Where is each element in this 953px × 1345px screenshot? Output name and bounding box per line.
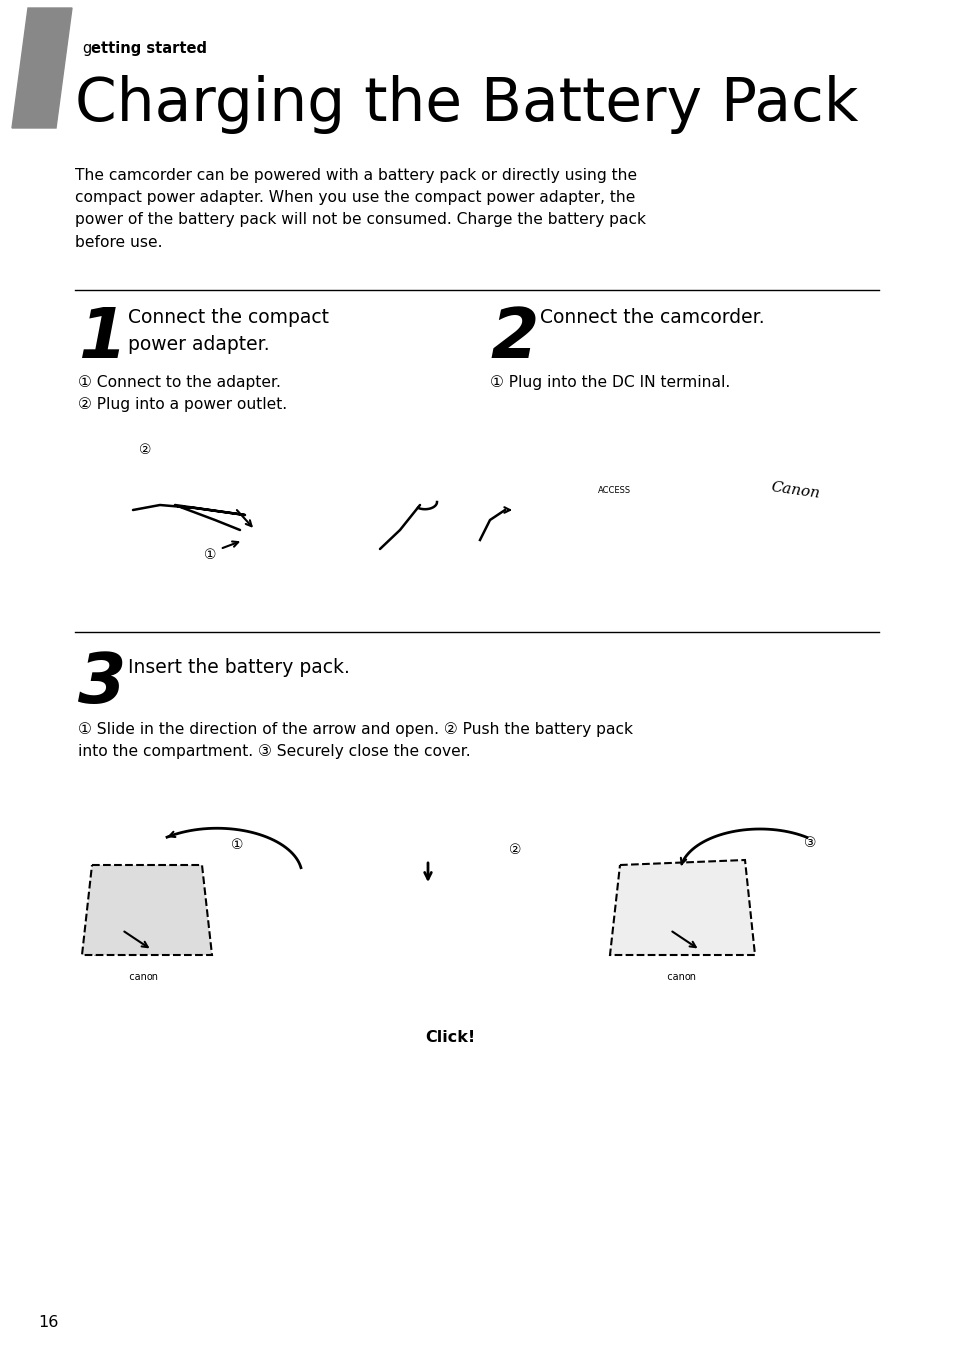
Text: ②: ② [508, 843, 520, 857]
Text: Connect the compact
power adapter.: Connect the compact power adapter. [128, 308, 329, 354]
Text: ③: ③ [803, 837, 816, 850]
Text: ② Plug into a power outlet.: ② Plug into a power outlet. [78, 397, 287, 412]
Ellipse shape [103, 508, 111, 525]
Text: 2: 2 [490, 305, 537, 373]
Text: ① Plug into the DC IN terminal.: ① Plug into the DC IN terminal. [490, 375, 729, 390]
Text: etting started: etting started [91, 40, 207, 55]
Text: 1: 1 [78, 305, 126, 373]
Text: Insert the battery pack.: Insert the battery pack. [128, 658, 350, 677]
Text: ①: ① [204, 547, 216, 562]
Circle shape [517, 499, 533, 522]
Ellipse shape [119, 508, 127, 525]
Circle shape [569, 498, 589, 526]
Text: ① Slide in the direction of the arrow and open. ② Push the battery pack
into the: ① Slide in the direction of the arrow an… [78, 722, 633, 759]
Polygon shape [609, 859, 754, 955]
Text: ②: ② [138, 443, 152, 457]
Circle shape [556, 479, 603, 546]
Text: uouɐɔ: uouɐɔ [664, 970, 694, 981]
Text: 3: 3 [78, 650, 126, 717]
Polygon shape [82, 865, 212, 955]
Text: uouɐɔ: uouɐɔ [127, 970, 156, 981]
Text: 16: 16 [38, 1315, 58, 1330]
FancyBboxPatch shape [99, 503, 131, 535]
Polygon shape [12, 8, 71, 128]
Text: g: g [82, 40, 91, 55]
Text: ACCESS: ACCESS [598, 486, 631, 495]
Text: ①: ① [231, 838, 243, 851]
FancyBboxPatch shape [243, 542, 254, 561]
FancyBboxPatch shape [370, 535, 379, 549]
Text: ① Connect to the adapter.: ① Connect to the adapter. [78, 375, 280, 390]
Text: The camcorder can be powered with a battery pack or directly using the
compact p: The camcorder can be powered with a batt… [75, 168, 645, 250]
Text: Canon: Canon [769, 480, 821, 500]
Text: Charging the Battery Pack: Charging the Battery Pack [75, 75, 858, 134]
Text: Click!: Click! [424, 1030, 475, 1045]
Circle shape [541, 459, 618, 566]
Text: Connect the camcorder.: Connect the camcorder. [539, 308, 763, 327]
